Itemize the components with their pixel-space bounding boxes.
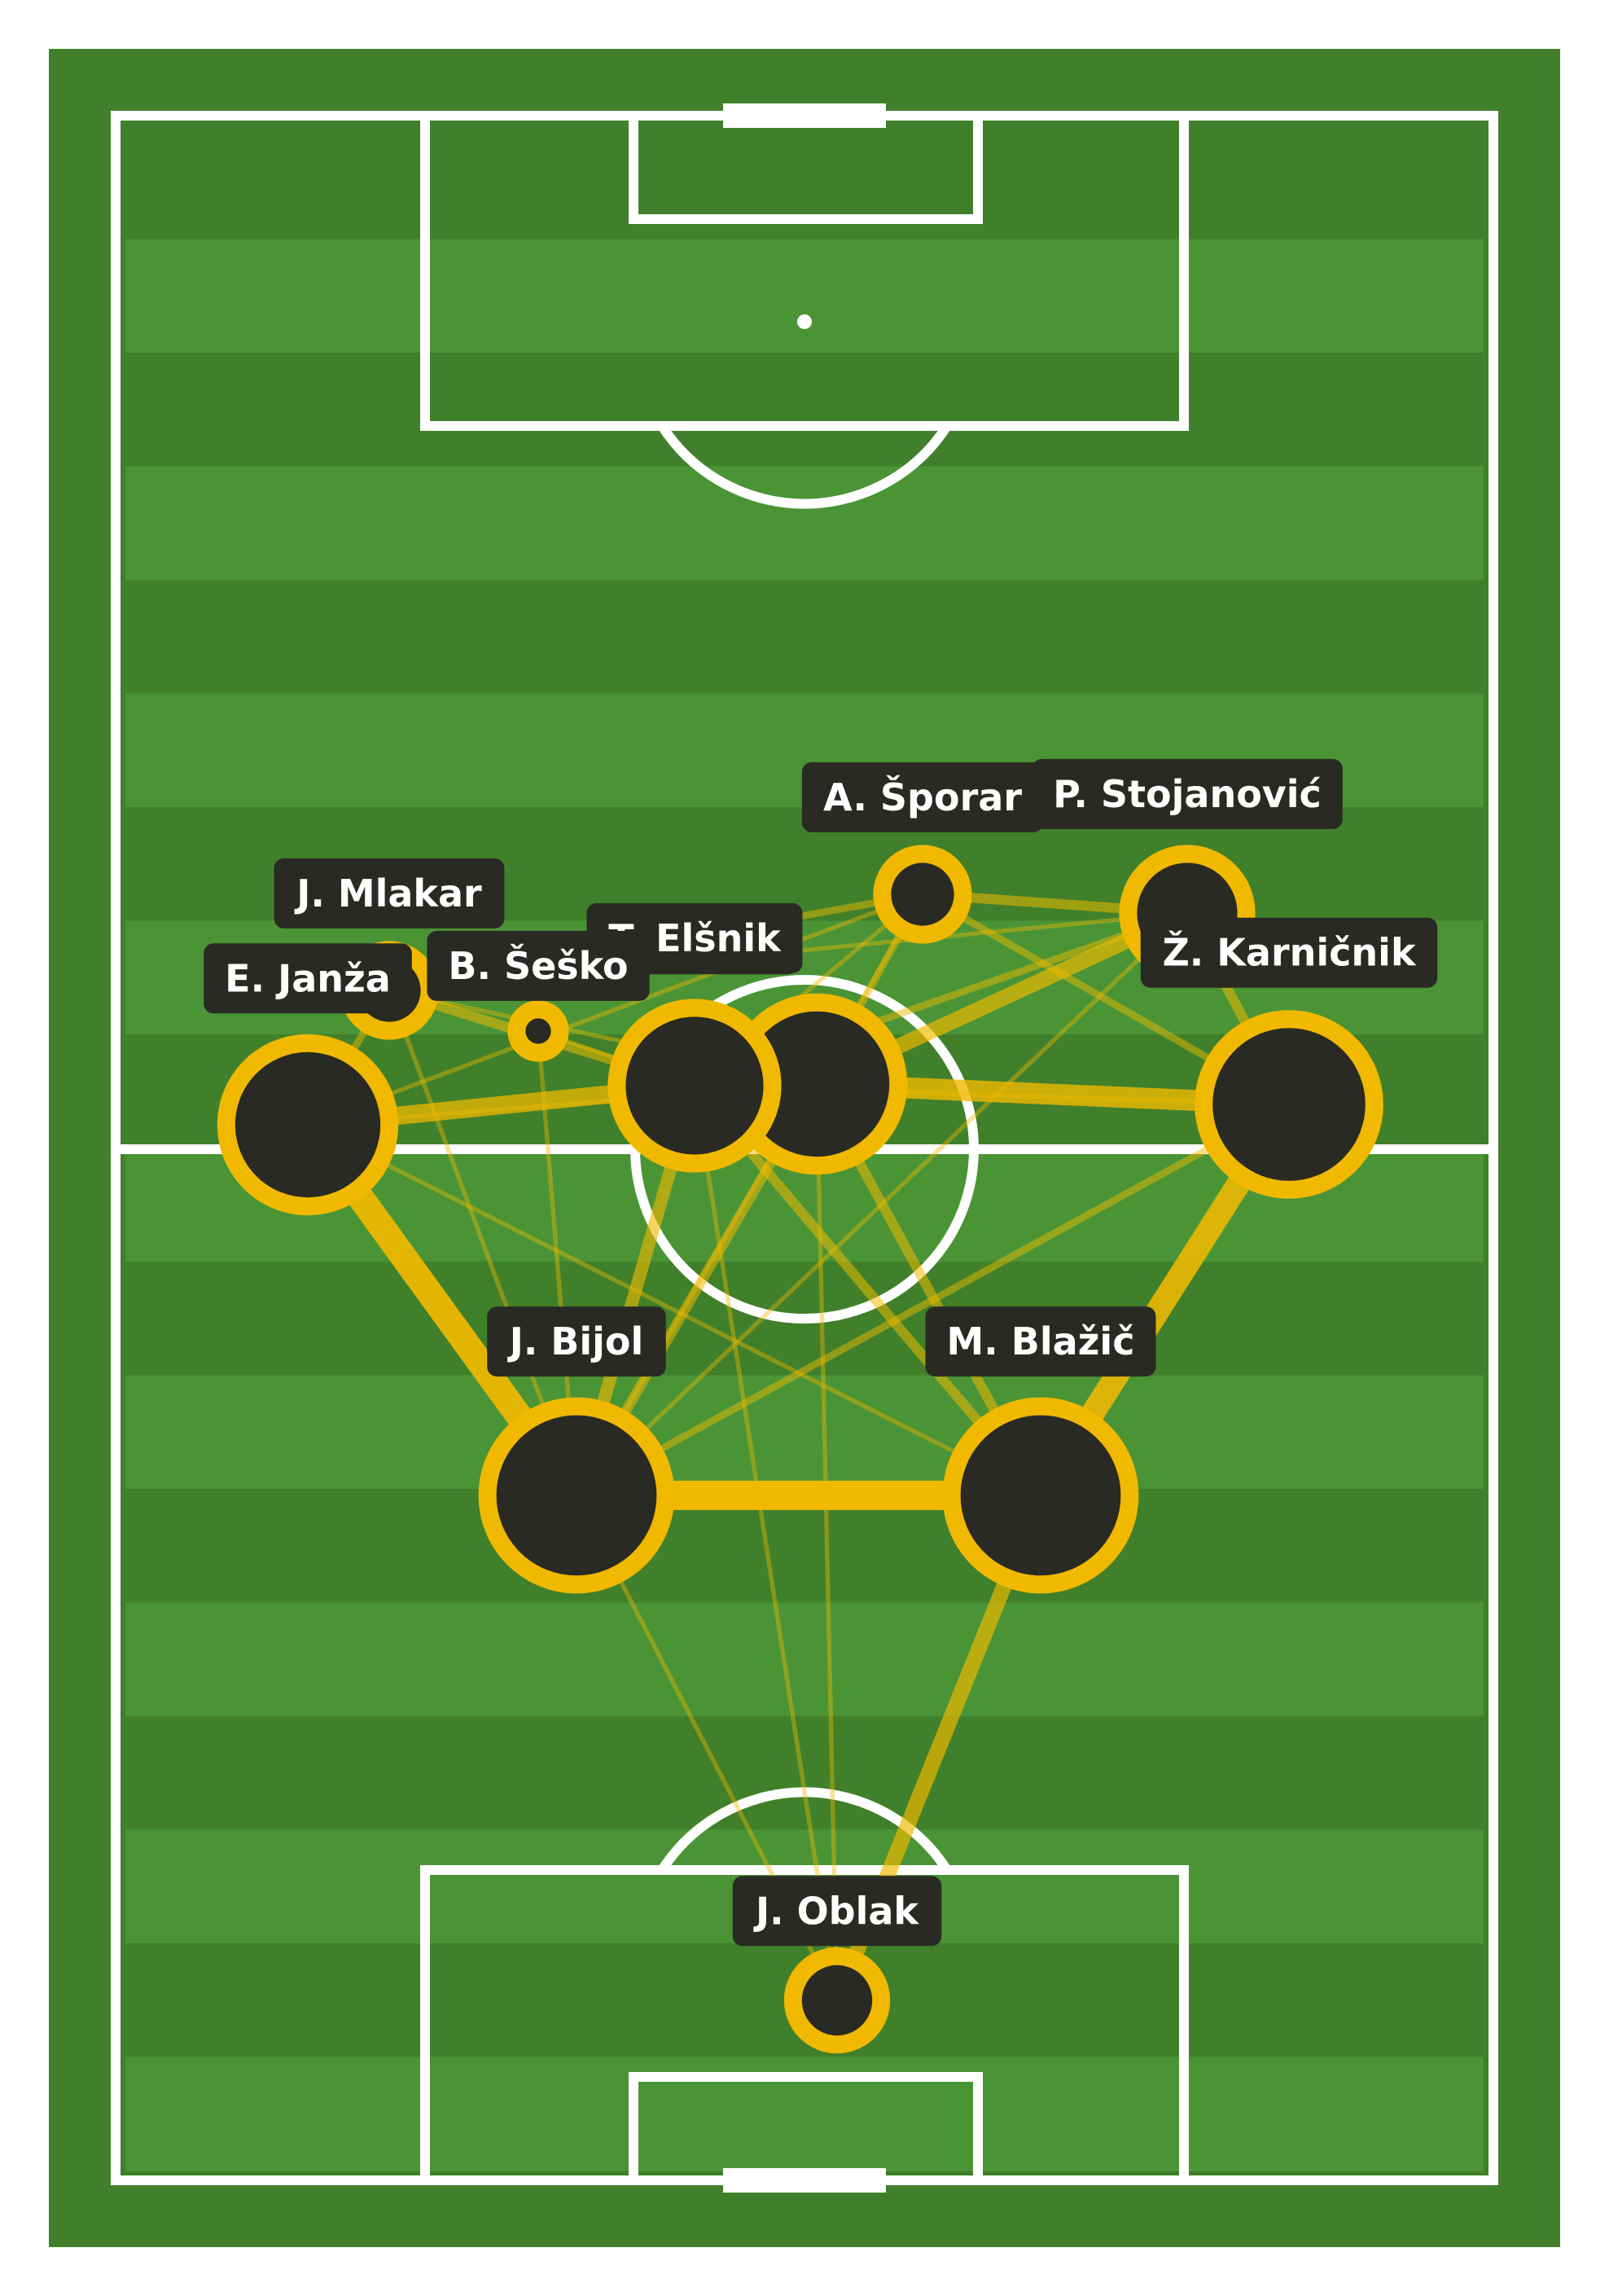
player-label-oblak: J. Oblak	[732, 1876, 942, 1947]
player-label-box	[801, 762, 1044, 832]
pass-link-karnicnik-bijol	[572, 1100, 1293, 1499]
player-label-sporar: A. Šporar	[801, 762, 1044, 832]
player-node-blazic[interactable]	[942, 1397, 1139, 1594]
player-name: J. Mlakar	[294, 871, 482, 915]
centre-circle	[630, 975, 979, 1324]
pass-link-stojanovic-bijol	[574, 911, 1190, 1498]
player-name: A. Šporar	[823, 775, 1022, 819]
pass-link-janza-sporar	[305, 892, 925, 1127]
player-name: M. Blažič	[947, 1319, 1135, 1363]
player-name: J. Oblak	[753, 1889, 919, 1933]
player-label-box	[487, 1306, 666, 1377]
player-label-box	[274, 858, 505, 928]
penalty-spot-top	[797, 314, 812, 329]
player-label-box	[1032, 758, 1343, 829]
player-name: E. Janža	[225, 956, 391, 1000]
player-label-box	[1140, 917, 1438, 988]
player-label-box	[427, 930, 650, 1001]
player-node-elsnik[interactable]	[607, 999, 782, 1173]
player-name: Ž. Karničnik	[1162, 931, 1417, 975]
penalty-arc-bottom	[657, 1787, 952, 1873]
player-node-oblak[interactable]	[783, 1947, 891, 2054]
grass-stripe	[125, 239, 1484, 353]
player-label-mlakar: J. Mlakar	[274, 858, 505, 928]
player-label-janza: E. Janža	[204, 943, 412, 1014]
player-name: J. Bijol	[507, 1319, 644, 1363]
grass-stripe	[125, 580, 1484, 695]
grass-stripe	[125, 1375, 1484, 1490]
player-node-karnicnik[interactable]	[1195, 1010, 1383, 1199]
grass-stripe	[125, 466, 1484, 581]
pass-link-gnezda-oblak	[814, 1082, 840, 2003]
grass-stripe	[125, 1716, 1484, 1831]
player-label-sesko: B. Šeško	[427, 930, 650, 1001]
player-nodes	[217, 845, 1383, 2054]
penalty-arc-top	[657, 423, 952, 509]
player-label-bijol: J. Bijol	[487, 1306, 666, 1377]
player-label-box	[732, 1876, 942, 1947]
grass-stripe	[125, 1602, 1484, 1717]
player-label-box	[925, 1306, 1156, 1377]
player-node-sporar[interactable]	[873, 845, 972, 944]
player-name: B. Šeško	[448, 944, 628, 988]
grass-stripes	[49, 49, 1560, 2247]
pass-link-sporar-bijol	[574, 892, 925, 1498]
player-label-blazic: M. Blažič	[925, 1306, 1156, 1377]
pass-link-elsnik-oblak	[692, 1083, 840, 2003]
player-node-sesko[interactable]	[507, 1000, 569, 1062]
pass-link-janza-blazic	[305, 1122, 1043, 1498]
player-node-bijol[interactable]	[478, 1397, 675, 1594]
player-name: P. Stojanović	[1053, 772, 1322, 816]
player-label-karnicnik: Ž. Karničnik	[1140, 917, 1438, 988]
grass-stripe	[125, 353, 1484, 468]
player-labels: J. Oblak J. Bijol M. Blažič E. Janža Ž. Karn…	[204, 758, 1438, 1947]
player-label-stojanovic: P. Stojanović	[1032, 758, 1343, 829]
player-node-janza[interactable]	[217, 1034, 399, 1216]
player-label-box	[204, 943, 412, 1014]
